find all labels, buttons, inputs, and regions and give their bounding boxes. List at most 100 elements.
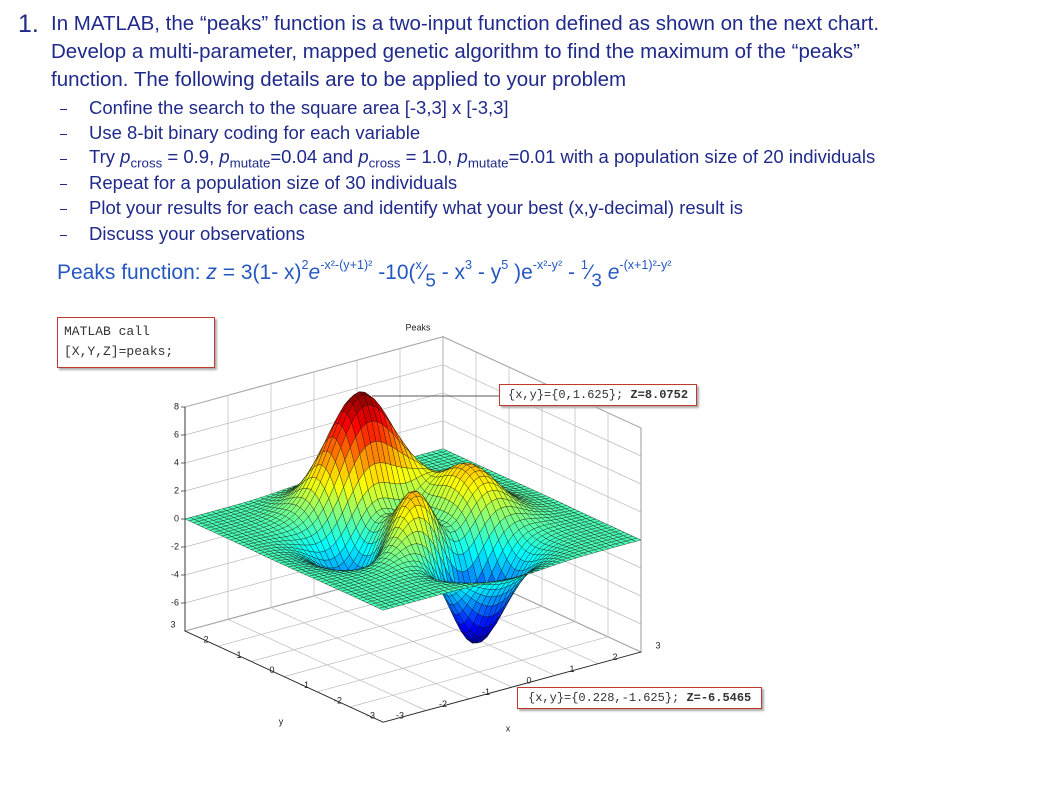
z-tick-label: -6 xyxy=(171,597,179,607)
formula-sup: 1 xyxy=(580,258,588,272)
annotation-text: {x,y}={0.228,-1.625}; xyxy=(528,691,687,705)
formula-sub: 5 xyxy=(425,270,436,292)
z-tick-label: -2 xyxy=(171,541,179,551)
z-tick-label: 4 xyxy=(174,457,179,467)
x-tick-label: -1 xyxy=(482,687,490,697)
bullet-text: Discuss your observations xyxy=(89,223,305,244)
formula-part: ⁄ xyxy=(587,261,592,285)
grid-line xyxy=(442,336,642,429)
formula-part: - y xyxy=(472,261,502,285)
grid-line xyxy=(184,392,444,464)
bullet-text: Try xyxy=(89,146,121,167)
grid-line xyxy=(184,364,444,436)
bullet-text: = 1.0, xyxy=(400,146,458,167)
y-tick-label: 2 xyxy=(203,635,208,645)
bullet-text: Repeat for a population size of 30 indiv… xyxy=(89,172,458,193)
y-tick-label: 3 xyxy=(170,619,175,629)
bullet-text: Use 8-bit binary coding for each variabl… xyxy=(89,122,421,143)
bullet-text: Plot your results for each case and iden… xyxy=(89,197,743,218)
bullet-text: =0.01 with a population size of 20 indiv… xyxy=(508,146,876,167)
z-tick-label: 0 xyxy=(174,513,179,523)
formula-label: Peaks function: xyxy=(57,261,207,285)
code-line: [X,Y,Z]=peaks; xyxy=(64,344,174,359)
bullet: Try pcross = 0.9, pmutate=0.04 and pcros… xyxy=(89,146,875,171)
z-tick-label: 8 xyxy=(174,401,179,411)
formula-part: z xyxy=(206,261,217,285)
y-tick-label: 1 xyxy=(236,650,241,660)
x-tick-label: 0 xyxy=(526,675,531,685)
formula: Peaks function: z = 3(1- x)2e-x²-(y+1)² … xyxy=(57,258,672,293)
grid-line xyxy=(184,420,444,492)
formula-part: - xyxy=(562,261,581,285)
z-tick-label: 2 xyxy=(174,485,179,495)
y-tick-label: -1 xyxy=(301,680,309,690)
symbol: p xyxy=(120,146,131,167)
formula-sup: 5 xyxy=(501,258,509,272)
question-line: function. The following details are to b… xyxy=(51,68,627,91)
formula-part: -10( xyxy=(372,261,416,285)
symbol: p xyxy=(358,146,369,167)
y-tick-label: -3 xyxy=(367,711,375,721)
plot-title: Peaks xyxy=(405,322,431,332)
code-line: MATLAB call xyxy=(64,324,150,339)
z-tick-label: -4 xyxy=(171,569,179,579)
subscript: cross xyxy=(368,155,401,171)
y-axis-label: y xyxy=(279,716,284,726)
x-tick-label: -3 xyxy=(396,711,404,721)
question-line: In MATLAB, the “peaks” function is a two… xyxy=(51,12,880,35)
bullet: Confine the search to the square area [-… xyxy=(89,97,509,119)
formula-sup: -x²-y² xyxy=(532,258,563,272)
annotation-value: Z=-6.5465 xyxy=(686,691,752,705)
bullet-dash xyxy=(60,184,67,185)
bullet: Use 8-bit binary coding for each variabl… xyxy=(89,122,420,144)
surface-patch xyxy=(378,606,389,611)
bullet-dash xyxy=(60,159,67,160)
formula-sub: 3 xyxy=(591,270,602,292)
question-number: 1. xyxy=(18,10,39,38)
annotation: {x,y}={0,1.625}; Z=8.0752 xyxy=(499,384,698,406)
formula-part: = 3(1- x) xyxy=(216,261,302,285)
x-tick-label: 2 xyxy=(612,652,617,662)
formula-sup: -x²-(y+1)² xyxy=(320,258,373,272)
axis-line xyxy=(382,651,642,723)
formula-part: ⁄ xyxy=(421,261,426,285)
subscript: mutate xyxy=(467,155,509,171)
bullet-dash xyxy=(60,209,67,210)
formula-sup: x xyxy=(415,258,422,272)
bullet-text: Confine the search to the square area [-… xyxy=(89,97,509,118)
formula-part: e xyxy=(601,261,620,285)
formula-part: e xyxy=(308,261,321,285)
symbol: p xyxy=(219,146,230,167)
bullet-dash xyxy=(60,109,67,110)
bullet-text: =0.04 and xyxy=(270,146,359,167)
annotation: {x,y}={0.228,-1.625}; Z=-6.5465 xyxy=(517,687,763,709)
bullet: Discuss your observations xyxy=(89,223,305,245)
bullet-dash xyxy=(60,235,67,236)
y-tick-label: -2 xyxy=(334,695,342,705)
x-tick-label: 3 xyxy=(655,640,660,650)
grid-line xyxy=(316,621,576,693)
x-tick-label: 1 xyxy=(569,664,574,674)
code-box: MATLAB call [X,Y,Z]=peaks; xyxy=(57,317,215,368)
x-tick-label: -2 xyxy=(439,699,447,709)
annotation-value: Z=8.0752 xyxy=(630,388,689,402)
y-tick-label: 0 xyxy=(269,665,274,675)
formula-sup: 3 xyxy=(465,258,473,272)
grid-line xyxy=(184,336,444,408)
symbol: p xyxy=(457,146,468,167)
bullet-dash xyxy=(60,134,67,135)
annotation-text: {x,y}={0,1.625}; xyxy=(508,388,631,402)
subscript: mutate xyxy=(229,155,271,171)
formula-sup: 2 xyxy=(301,258,309,272)
formula-part: - x xyxy=(435,261,466,285)
question-line: Develop a multi-parameter, mapped geneti… xyxy=(51,40,860,63)
z-tick-label: 6 xyxy=(174,429,179,439)
grid-line xyxy=(442,420,642,513)
bullet: Plot your results for each case and iden… xyxy=(89,197,743,219)
subscript: cross xyxy=(130,155,163,171)
x-axis-label: x xyxy=(506,723,511,733)
grid-line xyxy=(349,636,609,708)
bullet-text: = 0.9, xyxy=(162,146,220,167)
